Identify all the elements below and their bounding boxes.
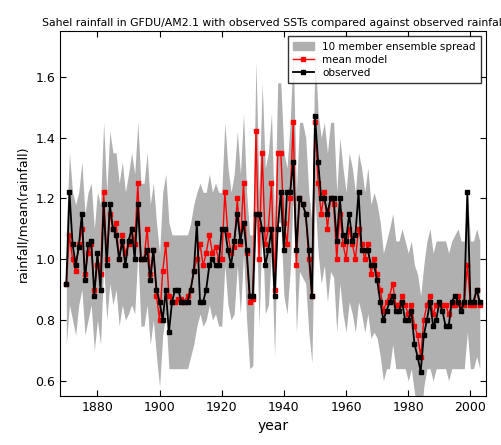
X-axis label: year: year	[258, 420, 289, 433]
Y-axis label: rainfall/mean(rainfall): rainfall/mean(rainfall)	[17, 146, 30, 282]
Title: Sahel rainfall in GFDU/AM2.1 with observed SSTs compared against observed rainfa: Sahel rainfall in GFDU/AM2.1 with observ…	[42, 18, 501, 28]
Legend: 10 member ensemble spread, mean model, observed: 10 member ensemble spread, mean model, o…	[288, 36, 481, 83]
